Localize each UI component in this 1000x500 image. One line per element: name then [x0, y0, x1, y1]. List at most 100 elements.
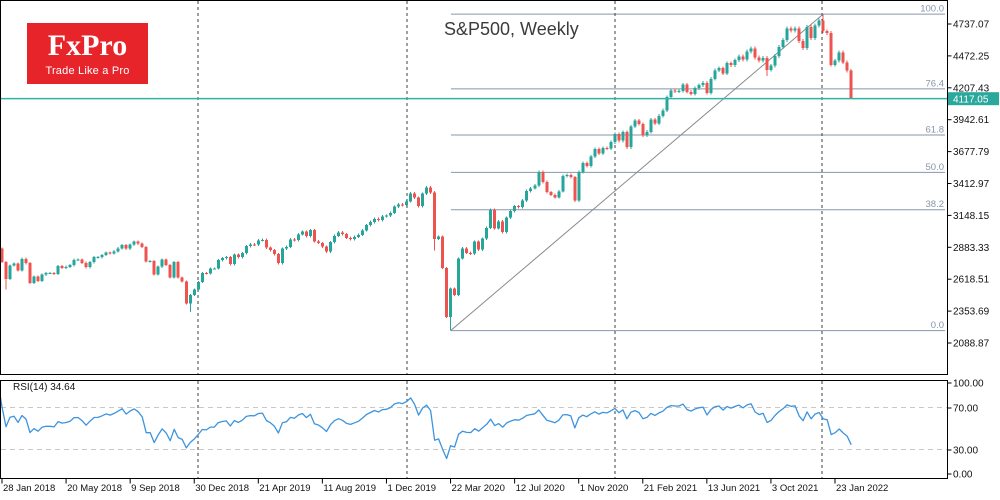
- candle-body: [441, 236, 445, 269]
- candle-body: [196, 281, 200, 290]
- candle-body: [665, 97, 669, 111]
- candle-body: [188, 295, 192, 304]
- candle-body: [68, 265, 72, 267]
- candle-body: [633, 120, 637, 127]
- candle-body: [709, 78, 713, 93]
- candle-body: [28, 263, 32, 283]
- candle-body: [749, 48, 753, 52]
- candle-body: [493, 209, 497, 229]
- date-axis-label: 30 Dec 2018: [195, 483, 249, 494]
- rsi-axis-label: 0.00: [953, 470, 973, 481]
- candle-body: [164, 259, 168, 266]
- candle-body: [397, 204, 401, 207]
- candle-body: [697, 85, 701, 89]
- candle-body: [445, 268, 449, 317]
- candle-body: [609, 142, 613, 149]
- candle-body: [693, 88, 697, 94]
- price-axis-label: 4472.25: [953, 51, 990, 62]
- candle-body: [785, 28, 789, 40]
- candle-body: [8, 265, 12, 280]
- candle-body: [705, 83, 709, 93]
- candle-body: [565, 174, 569, 176]
- candle-body: [344, 234, 348, 238]
- candle-body: [276, 254, 280, 264]
- candle-body: [509, 210, 513, 218]
- candle-body: [212, 268, 216, 270]
- candle-body: [92, 257, 96, 263]
- candle-body: [100, 255, 104, 258]
- candle-body: [236, 254, 240, 258]
- date-axis-label: 21 Feb 2021: [644, 483, 697, 494]
- candle-body: [232, 254, 236, 265]
- candle-body: [124, 245, 128, 249]
- candle-body: [152, 261, 156, 275]
- candle-body: [200, 272, 204, 282]
- candle-body: [585, 162, 589, 167]
- candle-body: [473, 241, 477, 254]
- trend-line[interactable]: [450, 13, 824, 331]
- candle-body: [485, 227, 489, 239]
- fxpro-logo[interactable]: FxPro Trade Like a Pro: [27, 23, 148, 84]
- candle-body: [393, 206, 397, 213]
- candle-body: [521, 200, 525, 208]
- candle-body: [797, 28, 801, 42]
- price-axis-label: 3677.79: [953, 147, 990, 158]
- candle-body: [569, 174, 573, 178]
- date-axis-label: 9 Sep 2018: [131, 483, 180, 494]
- candle-body: [777, 47, 781, 57]
- candle-body: [24, 258, 28, 264]
- candle-body: [825, 31, 829, 33]
- candle-body: [84, 262, 88, 268]
- price-axis-label: 4737.07: [953, 20, 990, 31]
- candle-body: [829, 32, 833, 65]
- candle-body: [88, 262, 92, 268]
- rsi-axis[interactable]: 100.00 70.00 30.00 0.00: [948, 379, 984, 481]
- candle-body: [401, 204, 405, 206]
- candle-body: [357, 234, 361, 237]
- candle-body: [561, 175, 565, 192]
- candle-body: [597, 149, 601, 154]
- fib-level-label: 38.2: [926, 199, 945, 210]
- rsi-indicator-label[interactable]: RSI(14) 34.64: [13, 382, 76, 393]
- candlestick-series[interactable]: [0, 14, 853, 331]
- rsi-indicator-pane[interactable]: [0, 382, 947, 460]
- candle-body: [805, 27, 809, 48]
- candle-body: [332, 235, 336, 243]
- price-axis-label: 3942.61: [953, 115, 990, 126]
- price-axis-label: 3148.15: [953, 211, 990, 222]
- fib-level-label: 0.0: [931, 320, 944, 331]
- candle-body: [425, 187, 429, 194]
- candle-body: [433, 192, 437, 239]
- fib-level-label: 61.8: [926, 125, 945, 136]
- candle-body: [761, 57, 765, 61]
- candle-body: [1, 248, 4, 262]
- fibonacci-retracement[interactable]: 100.0 76.4 61.8 50.0 38.2 0.0: [451, 4, 945, 332]
- candle-body: [336, 232, 340, 236]
- candle-body: [264, 239, 268, 248]
- candle-body: [541, 172, 545, 182]
- price-axis[interactable]: 4737.07 4472.25 4207.43 3942.61 3677.79 3412.…: [948, 20, 990, 350]
- fib-level-label: 76.4: [926, 78, 945, 89]
- candle-body: [801, 41, 805, 48]
- candle-body: [252, 244, 256, 246]
- candle-body: [52, 272, 56, 274]
- candle-body: [292, 239, 296, 241]
- candle-body: [421, 193, 425, 207]
- candle-body: [220, 258, 224, 261]
- candle-body: [312, 230, 316, 242]
- current-price-badge: 4117.05: [948, 92, 999, 106]
- candle-body: [817, 20, 821, 26]
- candle-body: [533, 185, 537, 189]
- candle-body: [737, 56, 741, 61]
- candle-body: [340, 232, 344, 235]
- candle-body: [176, 262, 180, 278]
- rsi-axis-label: 100.00: [953, 379, 984, 390]
- candle-body: [324, 246, 328, 252]
- candle-body: [649, 119, 653, 132]
- candle-body: [745, 51, 749, 60]
- date-axis[interactable]: 28 Jan 2018 20 May 2018 9 Sep 2018 30 Dec 2…: [1, 478, 888, 495]
- price-badge-value: 4117.05: [953, 95, 989, 106]
- candle-body: [116, 248, 120, 252]
- candle-body: [625, 131, 629, 148]
